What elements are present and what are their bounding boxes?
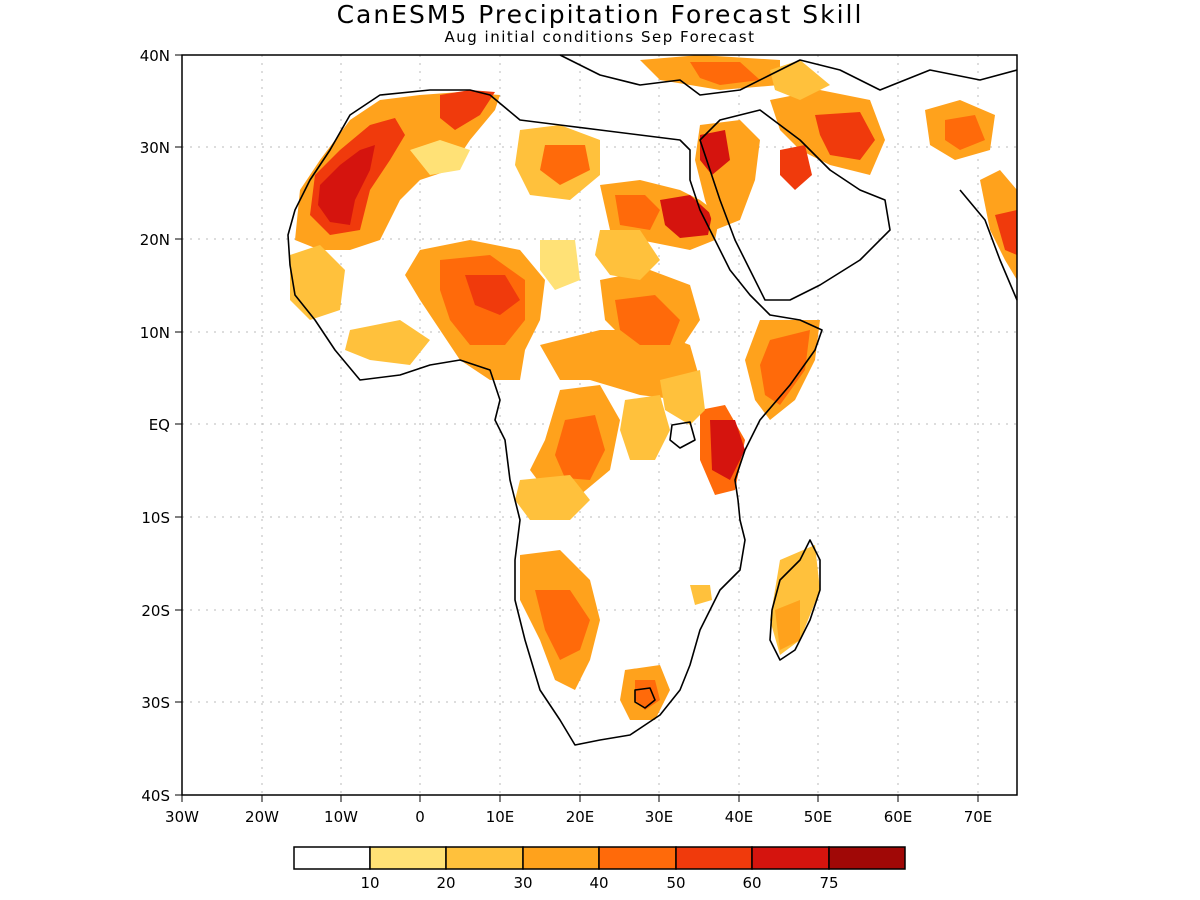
colorbar-label: 50 (666, 874, 685, 892)
x-tick-label: 60E (884, 808, 913, 826)
y-tick-label: 30N (140, 139, 170, 157)
y-tick-label: 30S (141, 694, 170, 712)
y-tick-label: 40S (141, 787, 170, 805)
y-tick-label: 10N (140, 324, 170, 342)
x-tick-label: 30W (165, 808, 199, 826)
colorbar (293, 846, 906, 870)
colorbar-swatch (598, 846, 677, 870)
colorbar-label: 60 (742, 874, 761, 892)
x-tick-label: 70E (964, 808, 993, 826)
skill-shading (290, 55, 1017, 720)
coastlines (287, 54, 1018, 746)
colorbar-swatch (369, 846, 447, 870)
colorbar-swatch (675, 846, 753, 870)
map-title: CanESM5 Precipitation Forecast Skill (336, 0, 864, 29)
y-tick-label: 10S (141, 509, 170, 527)
colorbar-swatch (751, 846, 830, 870)
india-coastline (959, 189, 1018, 301)
europe-coastline (559, 54, 1018, 96)
y-tick-label: 20N (140, 231, 170, 249)
colorbar-swatch (445, 846, 524, 870)
x-tick-label: 40E (725, 808, 754, 826)
x-tick-label: 20E (566, 808, 595, 826)
x-axis (181, 795, 979, 802)
y-tick-label: EQ (149, 416, 170, 434)
x-tick-label: 0 (415, 808, 425, 826)
y-axis (175, 54, 182, 796)
map-subtitle: Aug initial conditions Sep Forecast (444, 28, 756, 46)
map-frame (181, 54, 1018, 796)
y-tick-label: 40N (140, 47, 170, 65)
x-tick-label: 50E (804, 808, 833, 826)
colorbar-swatch (522, 846, 600, 870)
africa-coastline (287, 89, 823, 746)
colorbar-label: 10 (360, 874, 379, 892)
colorbar-swatch (828, 846, 906, 870)
colorbar-label: 20 (436, 874, 455, 892)
colorbar-label: 40 (589, 874, 608, 892)
x-tick-label: 10E (486, 808, 515, 826)
lake-victoria (669, 421, 696, 449)
y-tick-label: 20S (141, 602, 170, 620)
colorbar-label: 30 (513, 874, 532, 892)
x-tick-label: 30E (645, 808, 674, 826)
lesotho-border (634, 687, 656, 709)
colorbar-swatch (293, 846, 371, 870)
madagascar-coastline (769, 539, 821, 661)
x-tick-label: 20W (245, 808, 279, 826)
colorbar-label: 75 (819, 874, 838, 892)
arabia-coastline (699, 109, 891, 301)
x-tick-label: 10W (324, 808, 358, 826)
